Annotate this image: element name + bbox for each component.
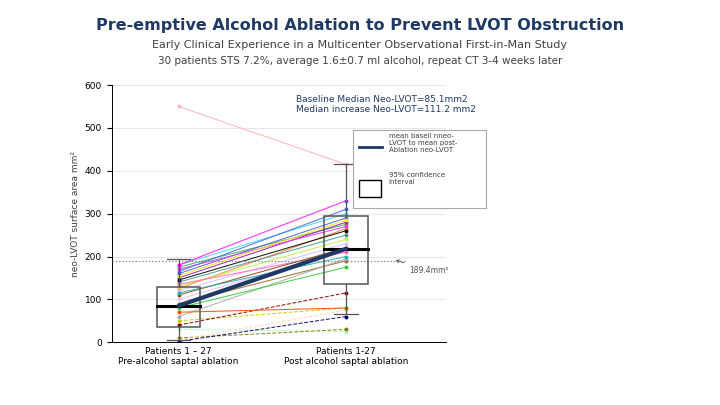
Bar	[157, 286, 200, 327]
Text: Early Clinical Experience in a Multicenter Observational First-in-Man Study: Early Clinical Experience in a Multicent…	[153, 40, 567, 51]
Bar	[7, 370, 47, 403]
Y-axis label: neo-LVOT surface area mm²: neo-LVOT surface area mm²	[71, 151, 81, 277]
Bar	[324, 216, 368, 284]
Bar	[359, 180, 381, 198]
Text: 30 patients STS 7.2%, average 1.6±0.7 ml alcohol, repeat CT 3-4 weeks later: 30 patients STS 7.2%, average 1.6±0.7 ml…	[158, 56, 562, 66]
Text: 189.4mm²: 189.4mm²	[397, 260, 449, 275]
Text: Wang et al, In Press JACC Interv 2019: Wang et al, In Press JACC Interv 2019	[54, 383, 272, 393]
Text: Baseline Median Neo-LVOT=85.1mm2
Median increase Neo-LVOT=111.2 mm2: Baseline Median Neo-LVOT=85.1mm2 Median …	[296, 95, 476, 114]
Text: mean baseli nneo-
LVOT to mean post-
Ablation neo-LVOT: mean baseli nneo- LVOT to mean post- Abl…	[389, 133, 457, 153]
Text: Pre-emptive Alcohol Ablation to Prevent LVOT Obstruction: Pre-emptive Alcohol Ablation to Prevent …	[96, 18, 624, 33]
Text: 95% confidence
interval: 95% confidence interval	[389, 172, 445, 185]
